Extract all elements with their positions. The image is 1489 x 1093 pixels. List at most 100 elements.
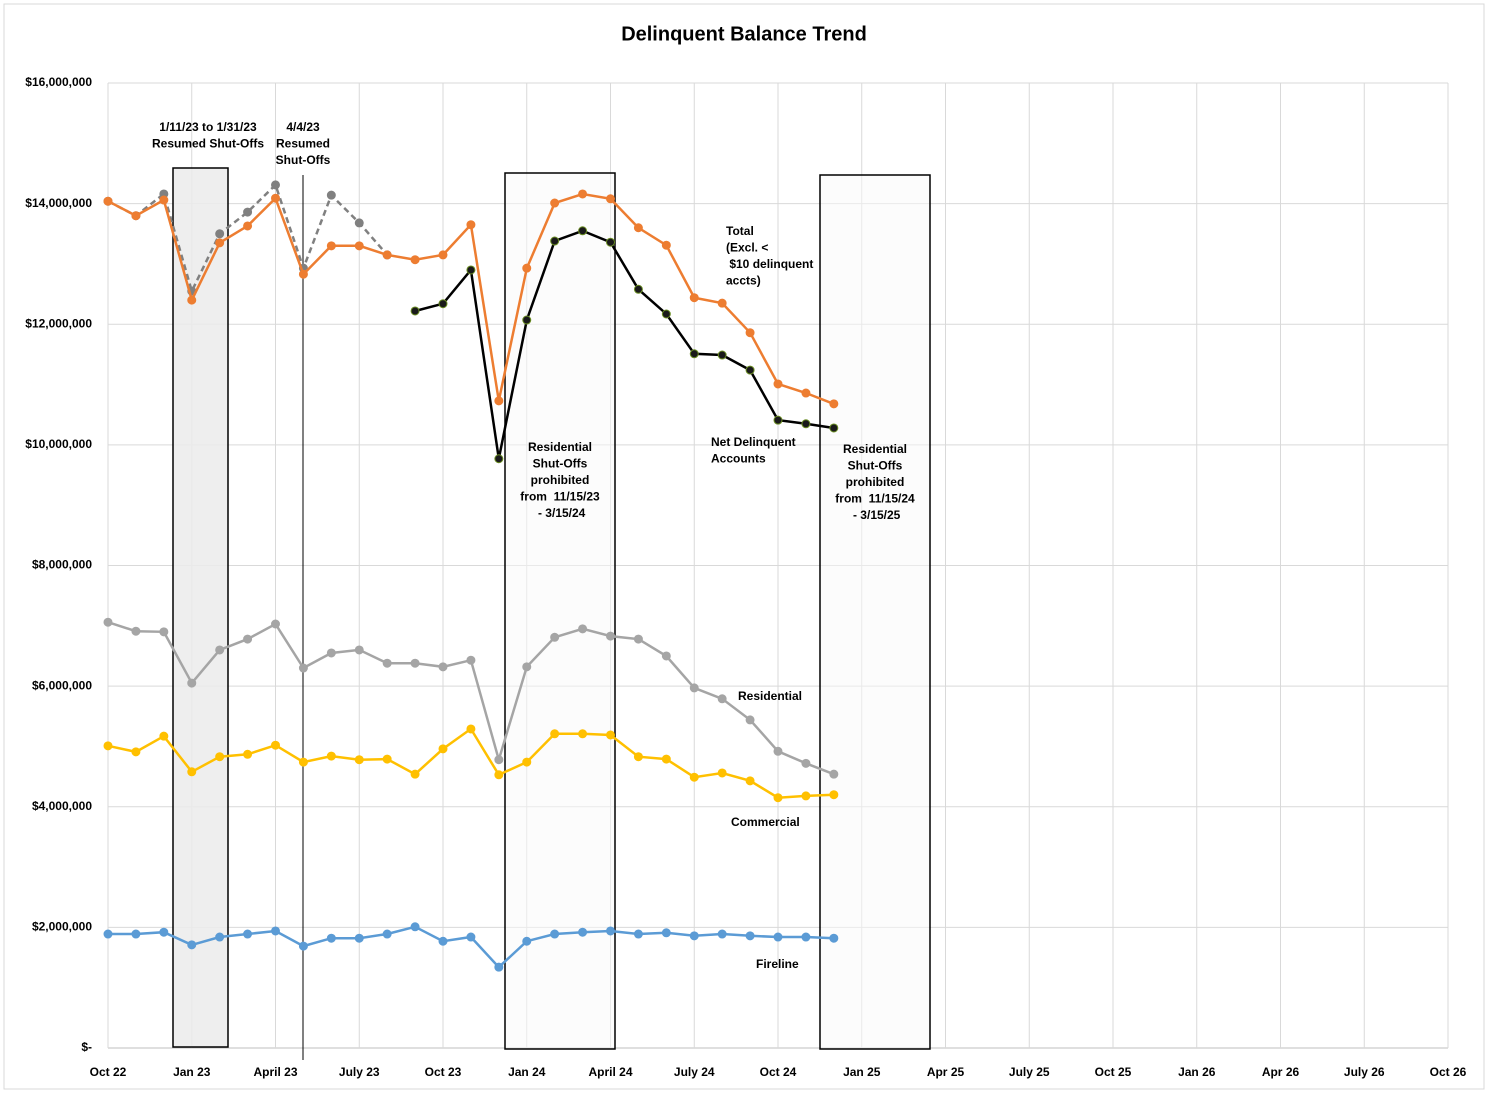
- data-point: [633, 634, 643, 644]
- data-point: [326, 190, 336, 200]
- data-point: [103, 617, 113, 627]
- y-tick-label: $-: [81, 1040, 92, 1054]
- data-point: [354, 218, 364, 228]
- data-point: [215, 229, 225, 239]
- data-point: [745, 365, 755, 375]
- data-point: [773, 415, 783, 425]
- data-point: [494, 454, 504, 464]
- data-point: [745, 776, 755, 786]
- annotation: Residential: [843, 442, 907, 456]
- data-point: [410, 769, 420, 779]
- data-point: [103, 741, 113, 751]
- data-point: [606, 926, 615, 936]
- data-point: [326, 241, 336, 251]
- data-point: [773, 746, 783, 756]
- data-point: [606, 631, 615, 641]
- data-point: [578, 927, 588, 937]
- data-point: [550, 236, 560, 246]
- data-point: [354, 933, 364, 943]
- series-label: Residential: [738, 689, 802, 703]
- data-point: [215, 645, 225, 655]
- data-point: [466, 655, 476, 665]
- annotation: 1/11/23 to 1/31/23: [159, 120, 257, 134]
- chart-frame: [3, 3, 1485, 1090]
- data-point: [578, 189, 588, 199]
- data-point: [606, 237, 615, 247]
- x-tick-label: Jan 26: [1178, 1065, 1216, 1079]
- annotation: Net Delinquent: [711, 435, 796, 449]
- data-point: [187, 940, 197, 950]
- data-point: [689, 349, 699, 359]
- annotation: Shut-Offs: [276, 153, 331, 167]
- data-point: [131, 211, 141, 221]
- y-tick-label: $14,000,000: [25, 196, 92, 210]
- data-point: [801, 758, 811, 768]
- y-tick-label: $2,000,000: [32, 920, 92, 934]
- data-point: [410, 306, 420, 316]
- x-tick-label: Jan 25: [843, 1065, 881, 1079]
- x-tick-label: Oct 24: [760, 1065, 797, 1079]
- annotation: from 11/15/23: [520, 490, 600, 504]
- annotation: Total: [726, 224, 754, 238]
- prohibited-window: [819, 174, 931, 1050]
- data-point: [606, 730, 615, 740]
- data-point: [243, 929, 253, 939]
- x-tick-label: Apr 25: [927, 1065, 965, 1079]
- data-point: [578, 226, 588, 236]
- data-point: [801, 388, 811, 398]
- data-point: [243, 634, 253, 644]
- y-tick-label: $16,000,000: [25, 75, 92, 89]
- data-point: [187, 678, 197, 688]
- data-point: [689, 772, 699, 782]
- data-point: [661, 928, 671, 938]
- data-point: [773, 379, 783, 389]
- data-point: [438, 299, 448, 309]
- data-point: [829, 423, 839, 433]
- annotation: from 11/15/24: [835, 492, 915, 506]
- data-point: [550, 632, 560, 642]
- data-point: [494, 962, 504, 972]
- annotation: Shut-Offs: [848, 459, 903, 473]
- series-line: [107, 182, 389, 295]
- data-point: [829, 399, 839, 409]
- data-point: [829, 933, 839, 943]
- data-point: [243, 221, 253, 231]
- data-point: [829, 769, 839, 779]
- y-tick-label: $10,000,000: [25, 437, 92, 451]
- data-point: [606, 194, 615, 204]
- data-point: [550, 198, 560, 208]
- data-point: [382, 250, 392, 260]
- data-point: [271, 619, 280, 629]
- data-point: [354, 755, 364, 765]
- annotation: Accounts: [711, 452, 766, 466]
- x-tick-label: Jan 24: [508, 1065, 546, 1079]
- data-point: [466, 932, 476, 942]
- series-line: [414, 229, 834, 459]
- annotation: Resumed Shut-Offs: [152, 137, 264, 151]
- y-tick-label: $6,000,000: [32, 678, 92, 692]
- data-point: [801, 791, 811, 801]
- x-tick-label: July 26: [1344, 1065, 1385, 1079]
- data-point: [522, 757, 532, 767]
- data-point: [159, 195, 169, 205]
- data-point: [131, 747, 141, 757]
- y-tick-label: $12,000,000: [25, 316, 92, 330]
- series-label: Fireline: [756, 957, 799, 971]
- data-point: [298, 269, 308, 279]
- data-point: [633, 284, 643, 294]
- x-tick-label: July 24: [674, 1065, 715, 1079]
- y-tick-label: $8,000,000: [32, 558, 92, 572]
- data-point: [326, 751, 336, 761]
- data-point: [243, 207, 253, 217]
- x-tick-label: April 23: [253, 1065, 297, 1079]
- data-point: [298, 941, 308, 951]
- annotation: Resumed: [276, 137, 330, 151]
- annotation: Shut-Offs: [533, 457, 588, 471]
- data-point: [103, 196, 113, 206]
- shutoff-window: [172, 167, 229, 1048]
- x-tick-label: July 25: [1009, 1065, 1050, 1079]
- data-point: [243, 749, 253, 759]
- annotation: $10 delinquent: [726, 257, 813, 271]
- data-point: [103, 929, 113, 939]
